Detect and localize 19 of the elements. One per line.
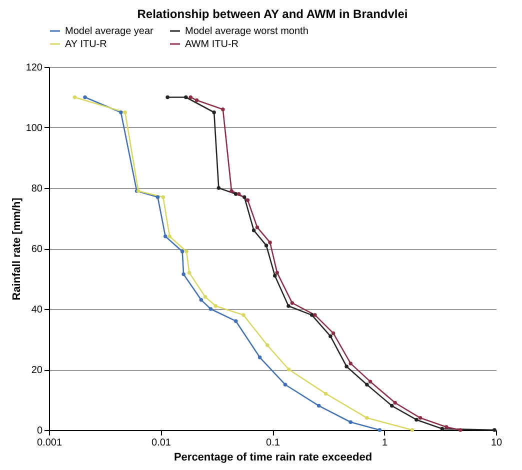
legend-label: Model average worst month [185,26,308,37]
x-tick-label: 0.01 [152,438,172,448]
y-tick-label: 100 [26,123,43,134]
legend-label: AWM ITU-R [185,39,239,50]
y-tick-label: 80 [31,184,43,194]
x-tick-label: 0.1 [266,438,280,448]
chart-title: Relationship between AY and AWM in Brandvlei [137,7,408,21]
x-tick-label: 0.001 [36,438,62,448]
y-axis-title: Rainfall rate [mm/h] [10,197,23,300]
y-tick-label: 60 [31,244,43,255]
x-tick-label: 1 [382,438,388,448]
legend-label: AY ITU-R [65,39,107,50]
x-axis-title: Percentage of time rain rate exceeded [174,452,372,464]
x-tick-label: 10 [490,438,502,448]
y-tick-label: 120 [26,62,43,74]
legend-label: Model average year [65,26,154,37]
y-tick-label: 20 [31,365,43,376]
y-tick-label: 0 [36,426,43,436]
y-tick-label: 40 [31,304,43,316]
